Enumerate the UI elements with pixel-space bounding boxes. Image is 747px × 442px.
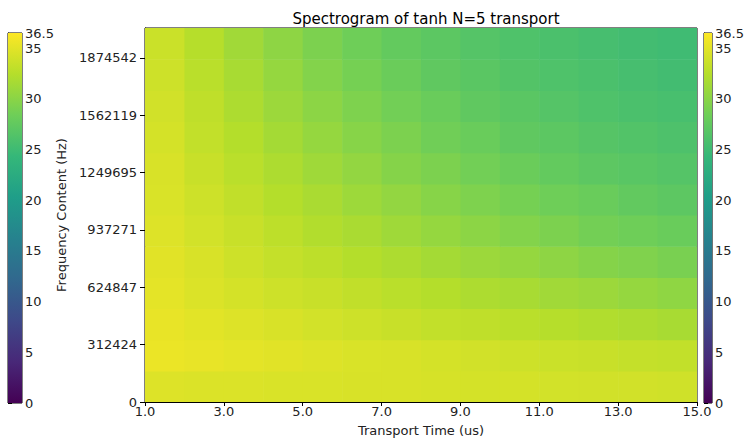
svg-text:36.5: 36.5	[715, 26, 744, 41]
svg-text:15.0: 15.0	[683, 404, 712, 419]
svg-text:25: 25	[25, 142, 42, 157]
svg-text:0: 0	[715, 396, 723, 411]
svg-text:15: 15	[715, 243, 732, 258]
svg-text:7.0: 7.0	[371, 404, 392, 419]
svg-text:15: 15	[25, 243, 42, 258]
svg-text:5.0: 5.0	[292, 404, 313, 419]
svg-text:10: 10	[715, 294, 732, 309]
svg-text:13.0: 13.0	[604, 404, 633, 419]
svg-text:0: 0	[128, 394, 137, 410]
svg-text:11.0: 11.0	[525, 404, 554, 419]
svg-text:9.0: 9.0	[450, 404, 471, 419]
svg-text:30: 30	[715, 91, 732, 106]
svg-text:5: 5	[715, 345, 723, 360]
svg-text:5: 5	[25, 345, 33, 360]
svg-text:20: 20	[715, 193, 732, 208]
svg-text:Frequency Content (Hz): Frequency Content (Hz)	[54, 138, 69, 292]
svg-text:30: 30	[25, 91, 42, 106]
svg-text:36.5: 36.5	[25, 26, 54, 41]
svg-text:35: 35	[25, 41, 42, 56]
svg-text:20: 20	[25, 193, 42, 208]
svg-text:10: 10	[25, 294, 42, 309]
svg-text:35: 35	[715, 41, 732, 56]
svg-text:1874542: 1874542	[79, 50, 137, 65]
svg-text:1.0: 1.0	[135, 404, 156, 419]
svg-text:1562119: 1562119	[79, 108, 137, 123]
svg-text:25: 25	[715, 142, 732, 157]
svg-text:0: 0	[25, 396, 33, 411]
svg-text:Transport Time (us): Transport Time (us)	[357, 423, 484, 438]
svg-text:312424: 312424	[87, 337, 137, 352]
svg-text:Spectrogram of tanh N=5 transp: Spectrogram of tanh N=5 transport	[292, 10, 559, 28]
svg-text:937271: 937271	[87, 222, 137, 237]
svg-text:3.0: 3.0	[214, 404, 235, 419]
svg-text:1249695: 1249695	[79, 165, 137, 180]
svg-text:624847: 624847	[87, 280, 137, 295]
